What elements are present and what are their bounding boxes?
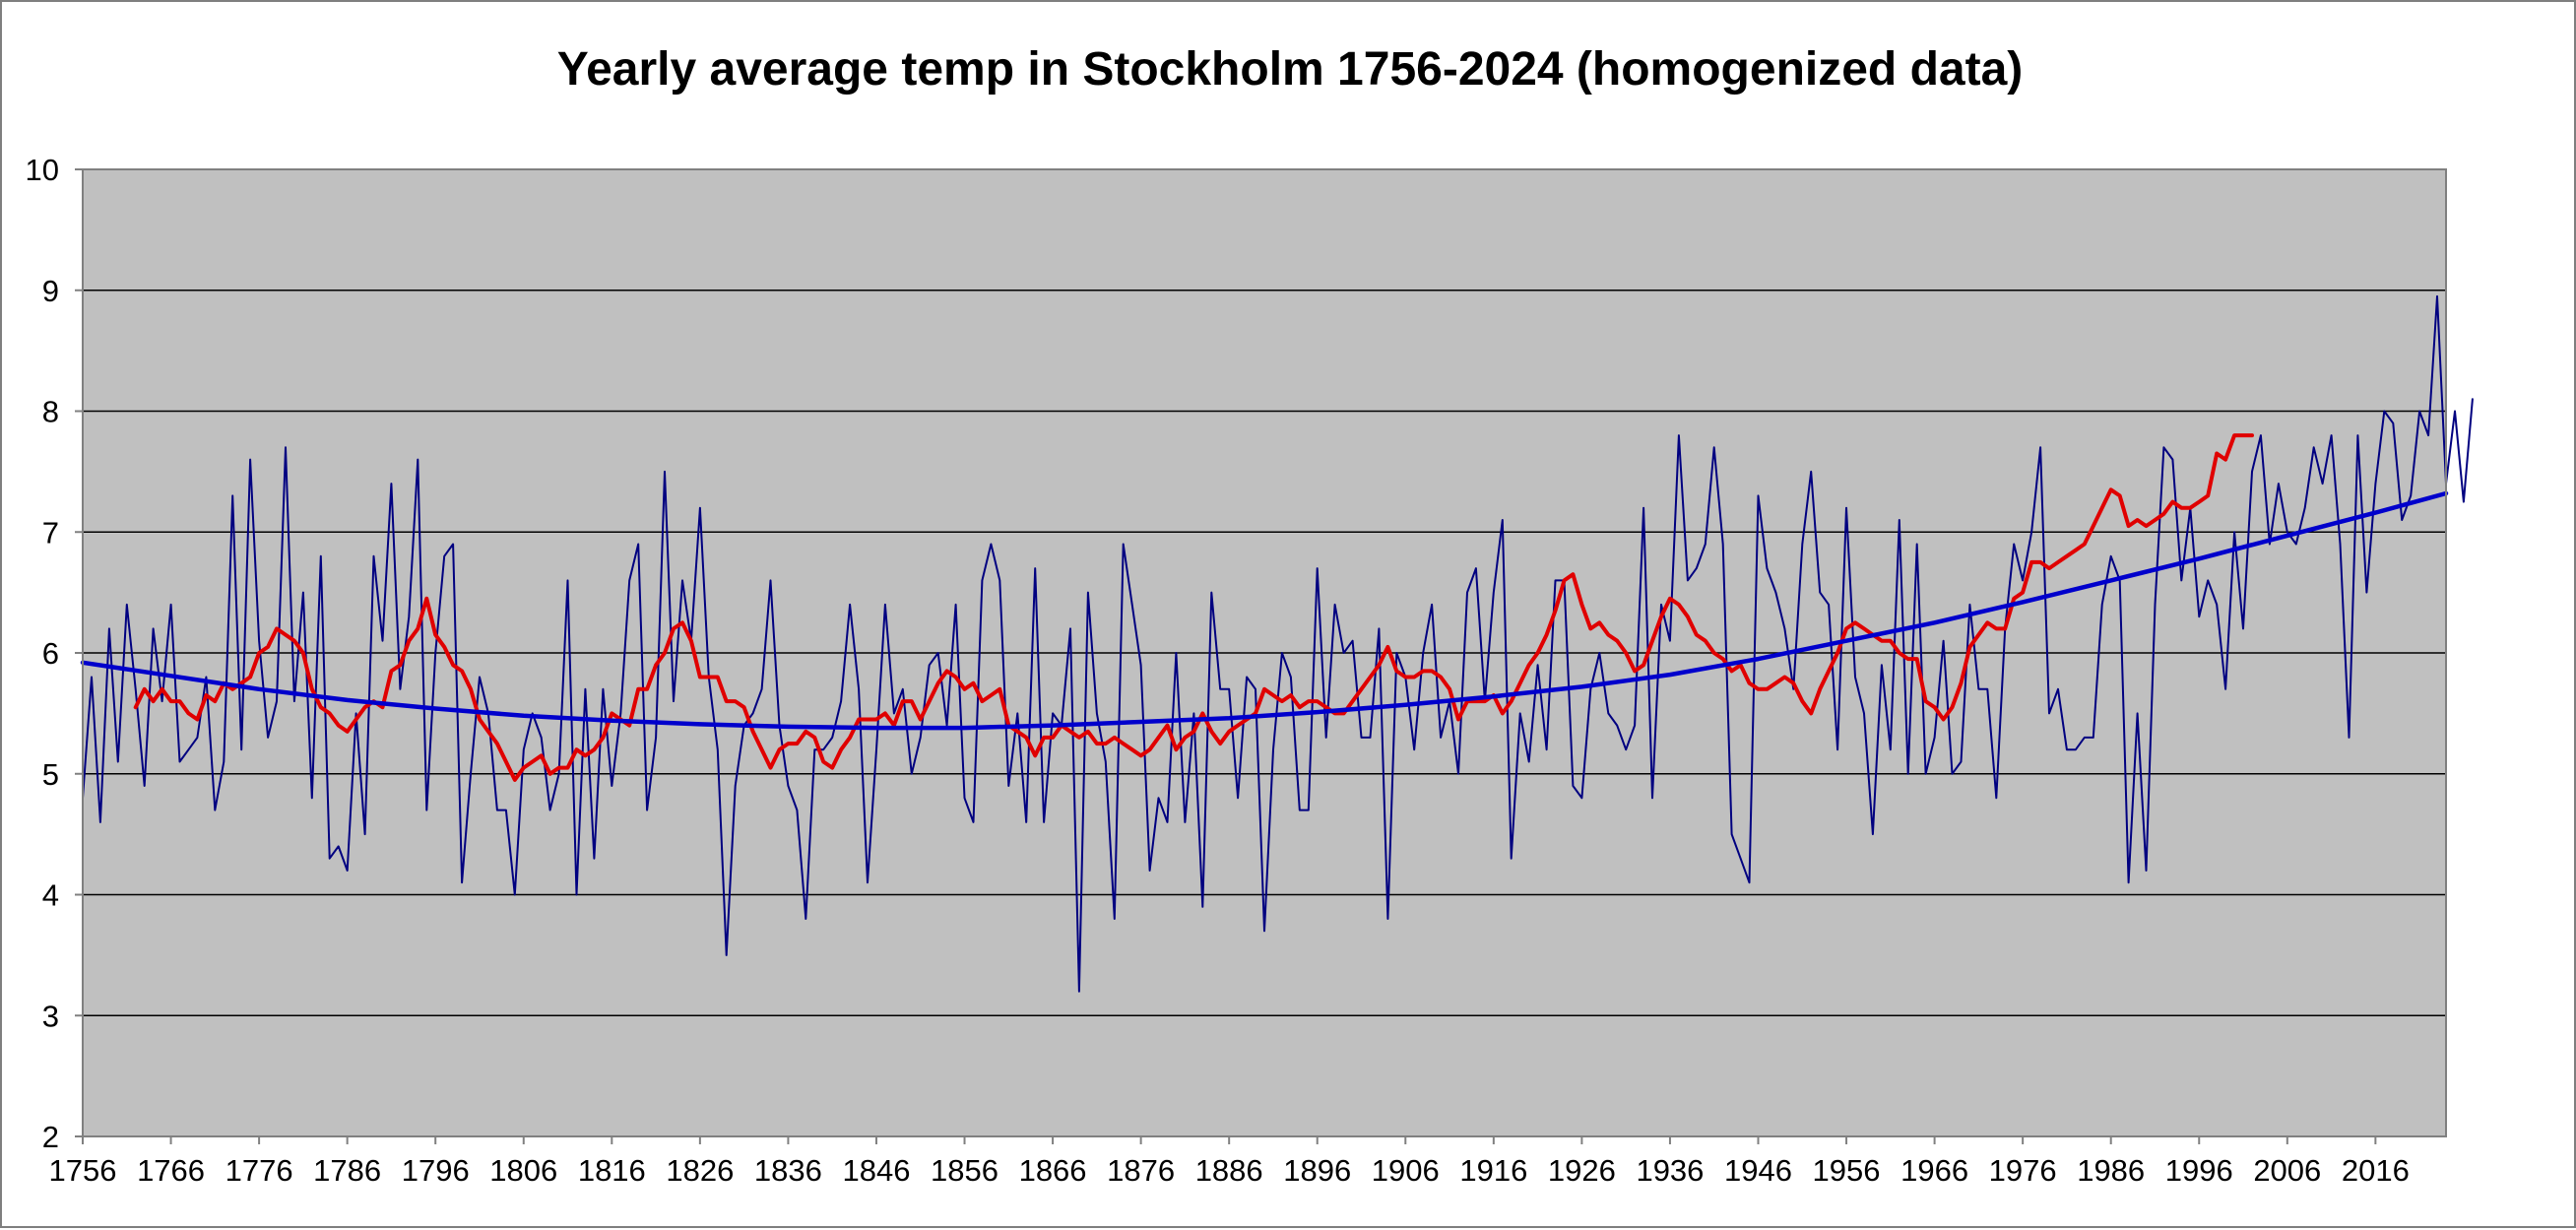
x-tick-label: 1786 — [313, 1153, 381, 1188]
series-line-yearly — [82, 294, 2474, 993]
x-tick-label: 1796 — [402, 1153, 470, 1188]
x-tick-label: 2016 — [2342, 1153, 2410, 1188]
x-tick-label: 1766 — [137, 1153, 205, 1188]
series-group — [80, 294, 2474, 993]
x-tick-label: 1886 — [1195, 1153, 1263, 1188]
plot-frame — [82, 168, 2447, 1137]
y-tick-label: 7 — [42, 515, 59, 550]
x-tick-label: 1906 — [1372, 1153, 1440, 1188]
x-tick-label: 1826 — [666, 1153, 734, 1188]
x-tick-label: 1986 — [2077, 1153, 2145, 1188]
y-tick-label: 3 — [42, 999, 59, 1033]
x-tick-label: 1776 — [225, 1153, 293, 1188]
y-tick-label: 5 — [42, 757, 59, 792]
x-tick-label: 1976 — [1989, 1153, 2057, 1188]
y-tick-label: 8 — [42, 395, 59, 429]
gridlines — [83, 290, 2446, 1016]
x-tick-label: 1816 — [578, 1153, 646, 1188]
x-tick-label: 1996 — [2165, 1153, 2233, 1188]
y-axis-ticks: 2 3 4 5 6 7 8 9 10 — [26, 153, 83, 1154]
x-tick-label: 1936 — [1636, 1153, 1704, 1188]
x-axis-ticks: 1756 1766 1776 1786 1796 1806 1816 1826 1836 1846… — [49, 1136, 2410, 1188]
series-line-moving-average — [133, 433, 2254, 782]
x-tick-label: 1966 — [1900, 1153, 1968, 1188]
x-tick-label: 1866 — [1019, 1153, 1087, 1188]
x-tick-label: 1836 — [754, 1153, 822, 1188]
series-line-trend — [80, 490, 2449, 731]
x-tick-label: 1926 — [1548, 1153, 1616, 1188]
y-tick-label: 9 — [42, 274, 59, 308]
x-tick-label: 1806 — [489, 1153, 557, 1188]
chart-title: Yearly average temp in Stockholm 1756-20… — [557, 43, 2024, 96]
x-tick-label: 1846 — [842, 1153, 910, 1188]
x-tick-label: 1756 — [49, 1153, 117, 1188]
x-tick-label: 1876 — [1107, 1153, 1175, 1188]
x-tick-label: 2006 — [2253, 1153, 2321, 1188]
y-tick-label: 6 — [42, 636, 59, 671]
x-tick-label: 1956 — [1813, 1153, 1881, 1188]
x-tick-label: 1946 — [1724, 1153, 1792, 1188]
x-tick-label: 1916 — [1459, 1153, 1527, 1188]
x-tick-label: 1896 — [1283, 1153, 1351, 1188]
y-tick-label: 4 — [42, 878, 59, 913]
y-tick-label: 2 — [42, 1120, 59, 1154]
x-tick-label: 1856 — [931, 1153, 998, 1188]
y-tick-label: 10 — [26, 153, 59, 187]
